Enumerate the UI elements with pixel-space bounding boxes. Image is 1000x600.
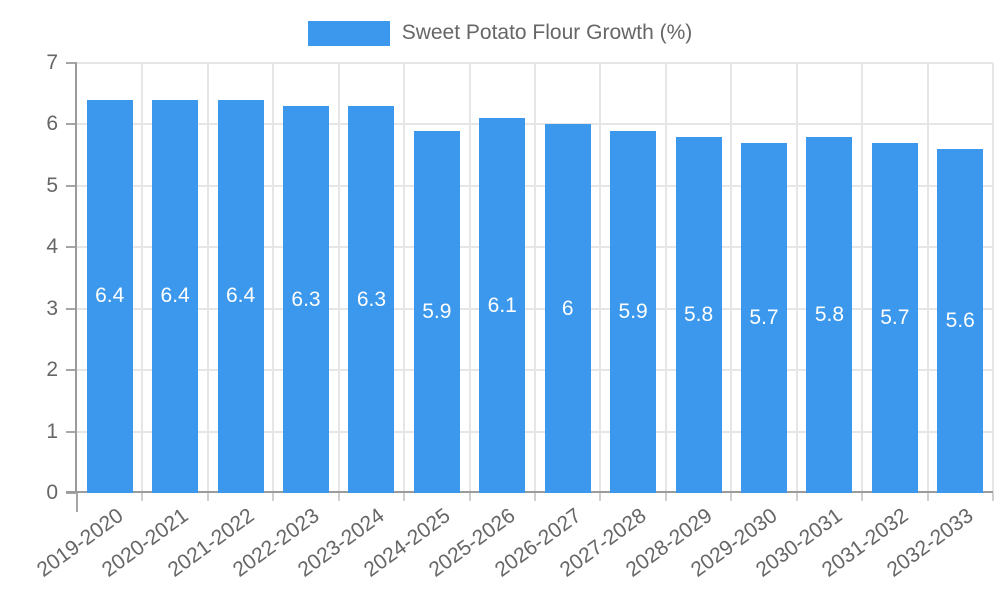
y-axis-tick <box>66 369 77 372</box>
y-axis-tick-label: 4 <box>46 235 58 259</box>
bar[interactable] <box>741 142 787 493</box>
x-gridline <box>272 63 275 493</box>
bar-value-label: 6.3 <box>291 287 321 311</box>
bar[interactable] <box>806 136 853 493</box>
x-gridline <box>861 63 864 493</box>
y-axis-tick <box>66 123 77 126</box>
bar-value-label: 5.8 <box>683 302 714 326</box>
y-axis-tick-label: 3 <box>46 296 58 320</box>
y-axis-tick <box>66 246 77 249</box>
chart-legend[interactable]: Sweet Potato Flour Growth (%) <box>0 19 1000 47</box>
x-gridline <box>534 63 536 493</box>
legend-swatch-icon <box>307 20 390 46</box>
x-gridline <box>992 63 994 493</box>
bar-value-label: 5.9 <box>618 299 648 323</box>
bar-value-label: 6.4 <box>225 284 256 308</box>
bar-value-label: 6.3 <box>356 287 387 311</box>
x-axis-tick <box>272 493 275 501</box>
bar[interactable] <box>283 106 329 493</box>
bar-value-label: 5.7 <box>880 305 910 329</box>
y-axis-tick-label: 2 <box>46 358 58 382</box>
y-axis-tick <box>66 62 77 64</box>
x-axis-tick <box>861 493 864 501</box>
x-axis-tick <box>795 493 798 501</box>
bar[interactable] <box>348 106 395 493</box>
bar[interactable] <box>217 99 264 493</box>
y-axis-tick <box>66 307 77 310</box>
x-axis-tick <box>730 493 733 501</box>
x-gridline <box>795 63 798 493</box>
bar[interactable] <box>675 136 722 493</box>
x-axis-tick <box>337 493 340 501</box>
bar[interactable] <box>610 130 657 493</box>
x-gridline <box>206 63 209 493</box>
bar-value-label: 6.4 <box>95 284 125 308</box>
bar[interactable] <box>413 130 460 493</box>
x-axis-line <box>66 491 993 493</box>
x-axis-tick <box>599 493 602 501</box>
x-axis-tick <box>992 493 994 501</box>
x-gridline <box>926 63 929 493</box>
x-axis-tick <box>664 493 667 501</box>
y-axis-tick <box>66 430 77 433</box>
bar[interactable] <box>937 149 984 493</box>
x-gridline <box>664 63 667 493</box>
x-gridline <box>468 63 471 493</box>
x-axis-tick <box>141 493 144 501</box>
bar-value-label: 6.1 <box>487 293 517 317</box>
x-axis-tick <box>206 493 209 501</box>
x-gridline <box>141 63 144 493</box>
x-gridline <box>337 63 340 493</box>
y-axis-tick-label: 7 <box>46 51 58 74</box>
x-gridline <box>730 63 733 493</box>
x-axis-tick <box>926 493 929 501</box>
x-axis-tick <box>403 493 406 501</box>
x-axis-tick <box>76 493 78 512</box>
y-axis-tick <box>66 492 77 494</box>
bar[interactable] <box>871 142 918 493</box>
y-axis-tick-label: 5 <box>46 173 58 197</box>
bar-value-label: 5.9 <box>422 299 452 323</box>
y-axis-tick <box>66 184 77 187</box>
legend-label: Sweet Potato Flour Growth (%) <box>401 21 693 44</box>
x-axis-tick <box>534 493 536 501</box>
bar-value-label: 5.8 <box>814 302 845 326</box>
bar-value-label: 6 <box>561 296 574 320</box>
bar-value-label: 5.6 <box>945 309 975 332</box>
x-gridline <box>403 63 406 493</box>
y-axis-tick-label: 6 <box>46 112 58 136</box>
bar-value-label: 6.4 <box>160 284 190 308</box>
x-gridline <box>599 63 602 493</box>
y-axis-tick-label: 1 <box>46 419 58 443</box>
y-axis-line <box>75 63 77 493</box>
bar[interactable] <box>152 99 199 493</box>
bar[interactable] <box>86 99 133 493</box>
x-axis-tick <box>468 493 471 501</box>
y-axis-tick-label: 0 <box>46 481 58 504</box>
bar[interactable] <box>479 118 526 493</box>
bar[interactable] <box>544 124 591 493</box>
bar-value-label: 5.7 <box>749 305 779 329</box>
